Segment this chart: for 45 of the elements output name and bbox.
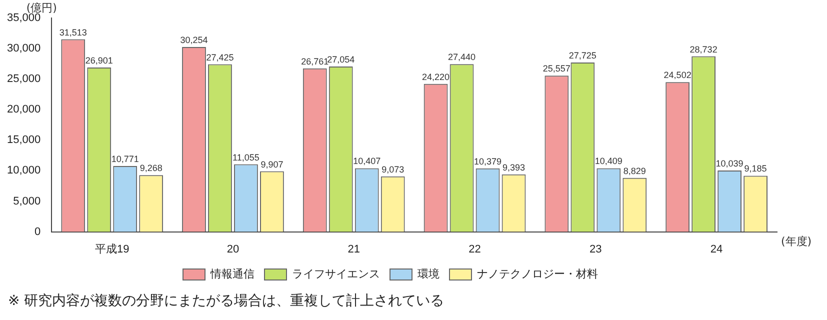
data-label: 11,055 <box>232 152 260 162</box>
data-label: 31,513 <box>59 27 87 38</box>
data-label: 10,039 <box>716 158 744 168</box>
y-tick-label: 10,000 <box>6 164 41 177</box>
data-label: 9,185 <box>744 164 767 174</box>
y-axis-title: (億円) <box>26 1 57 14</box>
text: ※ 研究内容が複数の分野にまたがる場合は、重複して計上されている <box>8 292 444 310</box>
x-tick-label: 23 <box>590 243 602 256</box>
x-tick-label: 平成19 <box>94 242 130 256</box>
data-label: 9,393 <box>502 162 526 172</box>
data-label: 27,054 <box>327 54 355 65</box>
y-tick-label: 30,000 <box>6 42 41 55</box>
data-label: 9,268 <box>140 163 162 174</box>
y-tick-label: 20,000 <box>6 104 41 116</box>
legend-label: 情報通信 <box>210 267 254 280</box>
data-label: 27,440 <box>448 52 476 62</box>
data-label: 30,254 <box>180 34 208 45</box>
legend-label: 環境 <box>418 267 440 280</box>
y-tick-label: 25,000 <box>6 73 41 86</box>
legend-label: ナノテクノロジー・材料 <box>477 267 598 280</box>
data-label: 10,409 <box>594 156 622 166</box>
y-tick-label: 35,000 <box>6 12 41 24</box>
x-tick-label: 24 <box>710 243 723 256</box>
x-tick-label: 22 <box>468 243 481 256</box>
data-label: 9,073 <box>382 164 404 174</box>
data-label: 10,407 <box>353 156 381 166</box>
x-tick-label: 21 <box>348 243 360 256</box>
y-tick-label: 0 <box>34 226 41 238</box>
data-label: 28,732 <box>690 44 718 54</box>
data-label: 8,829 <box>623 166 646 176</box>
y-tick-label: 5,000 <box>13 195 41 208</box>
data-label: 25,557 <box>542 64 570 74</box>
data-label: 24,220 <box>422 72 450 82</box>
data-label: 9,907 <box>260 159 284 170</box>
data-label: 10,379 <box>474 156 502 166</box>
data-label: 10,771 <box>111 154 139 164</box>
data-label: 27,425 <box>206 52 234 62</box>
x-tick-label: 20 <box>226 243 240 256</box>
data-label: 27,725 <box>568 50 596 60</box>
legend-label: ライフサイエンス <box>292 267 380 280</box>
data-label: 24,502 <box>664 70 692 80</box>
x-axis-title: (年度) <box>781 235 812 248</box>
y-tick-label: 15,000 <box>6 134 41 146</box>
data-label: 26,761 <box>301 56 329 66</box>
data-label: 26,901 <box>85 55 113 66</box>
